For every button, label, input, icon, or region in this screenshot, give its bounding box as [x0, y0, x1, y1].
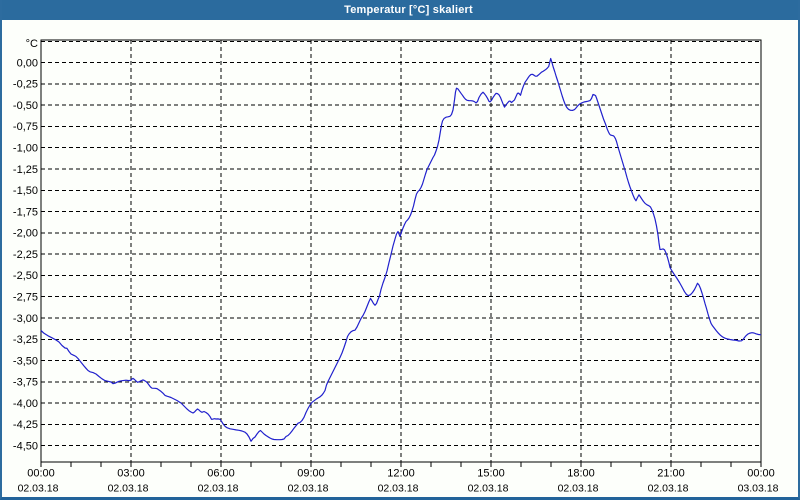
svg-text:-0,75: -0,75 [13, 121, 38, 133]
svg-text:-1,50: -1,50 [13, 185, 38, 197]
svg-text:02.03.18: 02.03.18 [558, 483, 599, 495]
svg-text:-4,50: -4,50 [13, 441, 38, 453]
svg-text:02.03.18: 02.03.18 [378, 483, 419, 495]
svg-text:02.03.18: 02.03.18 [18, 483, 59, 495]
svg-text:-2,50: -2,50 [13, 270, 38, 282]
svg-text:-0,50: -0,50 [13, 100, 38, 112]
svg-text:06:00: 06:00 [207, 468, 235, 480]
svg-text:00:00: 00:00 [27, 468, 55, 480]
svg-text:02.03.18: 02.03.18 [288, 483, 329, 495]
svg-text:12:00: 12:00 [387, 468, 415, 480]
svg-text:-3,25: -3,25 [13, 334, 38, 346]
svg-text:-2,75: -2,75 [13, 292, 38, 304]
svg-text:-3,50: -3,50 [13, 355, 38, 367]
svg-text:02.03.18: 02.03.18 [198, 483, 239, 495]
svg-text:00:00: 00:00 [747, 468, 775, 480]
svg-text:-1,75: -1,75 [13, 206, 38, 218]
svg-text:03.03.18: 03.03.18 [738, 483, 779, 495]
svg-text:-0,25: -0,25 [13, 79, 38, 91]
svg-text:-1,00: -1,00 [13, 143, 38, 155]
svg-text:-3,00: -3,00 [13, 313, 38, 325]
svg-text:0,00: 0,00 [17, 57, 38, 69]
svg-text:-4,00: -4,00 [13, 398, 38, 410]
svg-text:-4,25: -4,25 [13, 419, 38, 431]
svg-text:-2,00: -2,00 [13, 228, 38, 240]
svg-text:02.03.18: 02.03.18 [108, 483, 149, 495]
svg-text:15:00: 15:00 [477, 468, 505, 480]
svg-text:02.03.18: 02.03.18 [468, 483, 509, 495]
svg-text:18:00: 18:00 [567, 468, 595, 480]
svg-text:-2,25: -2,25 [13, 249, 38, 261]
svg-text:-1,25: -1,25 [13, 164, 38, 176]
svg-text:09:00: 09:00 [297, 468, 325, 480]
svg-text:-3,75: -3,75 [13, 377, 38, 389]
svg-text:02.03.18: 02.03.18 [648, 483, 689, 495]
svg-text:21:00: 21:00 [657, 468, 685, 480]
svg-text:03:00: 03:00 [117, 468, 145, 480]
svg-text:°C: °C [26, 38, 38, 50]
